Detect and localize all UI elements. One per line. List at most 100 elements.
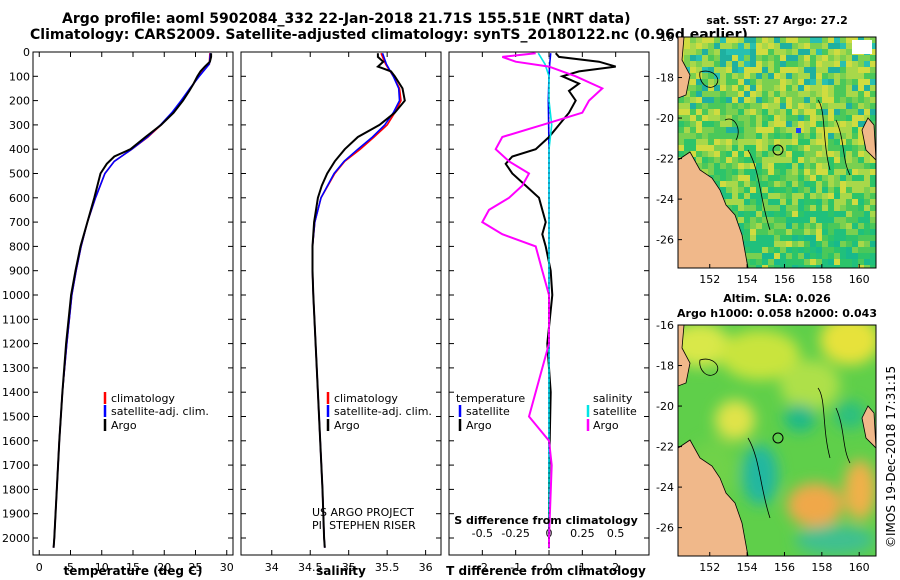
difference-xlabel-top: S difference from climatology (454, 514, 638, 527)
depth-tick-label: 1800 (2, 483, 30, 496)
depth-tick-label: 1500 (2, 410, 30, 423)
x-tick-label: 34 (265, 561, 279, 574)
lat-tick-label: -24 (656, 193, 674, 206)
legend-t-satellite-label: satellite (466, 405, 510, 418)
temperature-xlabel: temperature (deg C) (64, 564, 203, 578)
depth-tick-label: 1900 (2, 508, 30, 521)
x-tick-label: 36 (419, 561, 433, 574)
x-tick-label-top: -0.5 (472, 527, 493, 540)
depth-tick-label: 200 (9, 95, 30, 108)
lat-tick-label: -20 (656, 112, 674, 125)
depth-tick-label: 1000 (2, 289, 30, 302)
salinity-axes: 34 34.5 35 35.5 36 (241, 51, 441, 574)
project-credit: US ARGO PROJECT (312, 506, 414, 519)
x-tick-label: -2 (477, 561, 488, 574)
x-tick-label: 35.5 (375, 561, 400, 574)
x-tick-label: 35 (342, 561, 356, 574)
legend-climatology-label: climatology (111, 392, 175, 405)
salinity-argo-line (311, 53, 406, 548)
legend-temperature-title: temperature (456, 392, 525, 405)
depth-tick-label: 1600 (2, 435, 30, 448)
lon-tick-label: 160 (849, 561, 870, 574)
sla-heatmap (678, 325, 876, 556)
sla-map-title-line1: Altim. SLA: 0.026 (723, 292, 831, 305)
depth-tick-label: 1200 (2, 338, 30, 351)
legend-s-argo-label: Argo (593, 419, 619, 432)
salinity-panel-frame (240, 51, 442, 556)
salinity-satellite-adj-clim--line (311, 52, 401, 548)
depth-tick-label: 0 (23, 46, 30, 59)
temperature-satellite-adj-clim--line (52, 53, 212, 548)
pi-credit: PI: STEPHEN RISER (312, 519, 416, 532)
legend-t-argo-label: Argo (466, 419, 492, 432)
depth-tick-label: 100 (9, 70, 30, 83)
x-tick-label-top: 0.5 (607, 527, 625, 540)
sla-argo-marker (772, 432, 784, 444)
depth-tick-label: 700 (9, 216, 30, 229)
lon-tick-label: 152 (699, 561, 720, 574)
lat-tick-label: -16 (656, 31, 674, 44)
depth-tick-label: 300 (9, 119, 30, 132)
difference-xlabel: T difference from climatology (446, 564, 646, 578)
temperature-argo-line (52, 53, 213, 548)
x-tick-label: 0 (36, 561, 43, 574)
legend-satellite-label: satellite-adj. clim. (334, 405, 432, 418)
lat-tick-label: -18 (656, 360, 674, 373)
x-tick-label: -1 (510, 561, 521, 574)
depth-tick-label: 400 (9, 143, 30, 156)
depth-tick-label: 1100 (2, 313, 30, 326)
lon-tick-label: 156 (774, 273, 795, 286)
imos-timestamp: ©IMOS 19-Dec-2018 17:31:15 (884, 365, 898, 548)
temperature-legend: climatology satellite-adj. clim. Argo (103, 392, 209, 432)
sla-map-title-line2: Argo h1000: 0.058 h2000: 0.043 (677, 307, 877, 320)
figure-title-line2: Climatology: CARS2009. Satellite-adjuste… (30, 27, 748, 43)
depth-tick-label: 2000 (2, 532, 30, 545)
figure-title-line1: Argo profile: aoml 5902084_332 22-Jan-20… (62, 11, 631, 27)
temperature-panel-frame (32, 51, 234, 556)
temperature-climatology-line (52, 53, 211, 548)
depth-tick-label: 1300 (2, 362, 30, 375)
x-tick-label: 1 (579, 561, 586, 574)
lon-tick-label: 158 (811, 273, 832, 286)
x-tick-label: 10 (95, 561, 109, 574)
legend-climatology-label: climatology (334, 392, 398, 405)
lon-tick-label: 152 (699, 273, 720, 286)
x-tick-label: 20 (157, 561, 171, 574)
sst-argo-marker (772, 144, 784, 156)
lon-tick-label: 154 (737, 561, 758, 574)
depth-tick-label: 1400 (2, 386, 30, 399)
lat-tick-label: -16 (656, 319, 674, 332)
depth-tick-label: 600 (9, 192, 30, 205)
sst-map-frame (677, 36, 877, 269)
lon-tick-label: 156 (774, 561, 795, 574)
difference-legend: temperature satellite Argo salinity sate… (456, 392, 637, 432)
depth-tick-label: 500 (9, 167, 30, 180)
x-tick-label: 30 (220, 561, 234, 574)
x-tick-label: 15 (126, 561, 140, 574)
sst-map-axes: 152 154 156 158 160 -16 -18 -20 -22 -24 -26 (656, 31, 870, 286)
lat-tick-label: -22 (656, 441, 674, 454)
salinity-legend: climatology satellite-adj. clim. Argo (326, 392, 432, 432)
profile-curves (52, 52, 616, 555)
lon-tick-label: 160 (849, 273, 870, 286)
legend-salinity-title: salinity (593, 392, 633, 405)
sla-map-frame (677, 324, 877, 557)
x-tick-label: 0 (546, 561, 553, 574)
lat-tick-label: -20 (656, 400, 674, 413)
legend-argo-label: Argo (111, 419, 137, 432)
salinity-xlabel: salinity (316, 564, 366, 578)
x-tick-label: 25 (189, 561, 203, 574)
x-tick-label-top: -0.25 (501, 527, 529, 540)
lat-tick-label: -18 (656, 72, 674, 85)
sst-map-title: sat. SST: 27 Argo: 27.2 (706, 14, 848, 27)
lat-tick-label: -26 (656, 522, 674, 535)
depth-tick-label: 800 (9, 240, 30, 253)
difference-t-argo-line (504, 52, 616, 548)
lon-tick-label: 158 (811, 561, 832, 574)
lat-tick-label: -24 (656, 481, 674, 494)
lon-tick-label: 154 (737, 273, 758, 286)
legend-satellite-label: satellite-adj. clim. (111, 405, 209, 418)
sst-heatmap (678, 37, 876, 268)
temperature-axes: 0100200300400500600700800900100011001200… (2, 46, 234, 574)
